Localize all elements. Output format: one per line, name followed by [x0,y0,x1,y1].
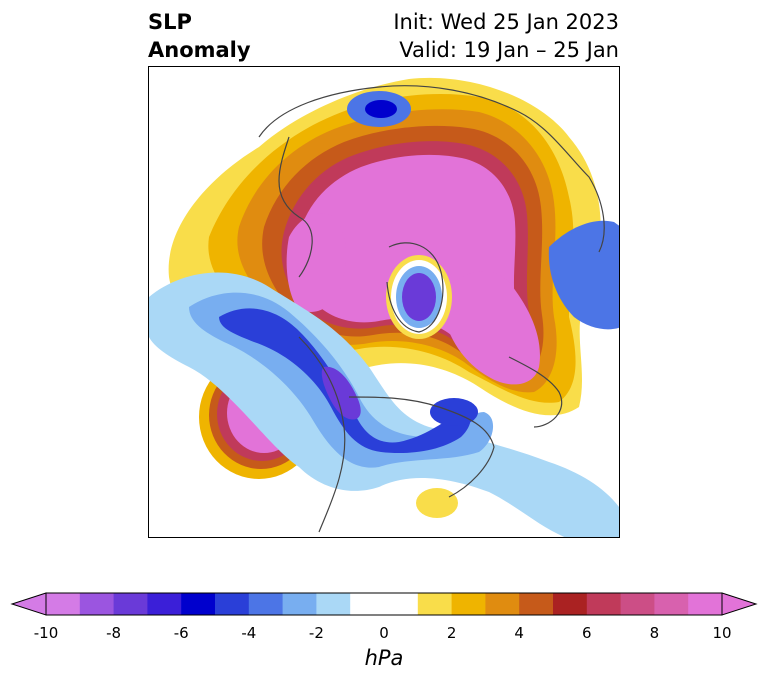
colorbar-tick-label: 10 [712,624,732,642]
coastline-greenland [386,242,444,333]
north-negative-core [365,100,397,118]
colorbar-swatch [485,593,520,615]
colorbar-swatch [79,593,115,615]
colorbar-swatch [553,593,588,615]
colorbar-swatch [451,593,486,615]
colorbar-tick-label: -2 [308,624,324,642]
colorbar-swatch [519,593,554,615]
positive-anomaly-east-lobe [443,271,540,385]
colorbar-tick-label: 4 [514,624,524,642]
positive-anomaly-west-lobe [286,213,346,312]
date-info: Init: Wed 25 Jan 2023 Valid: 19 Jan – 25… [393,8,619,64]
coastline-eurasia [258,85,605,253]
colorbar-swatch [215,593,250,615]
colorbar-swatch [316,593,351,615]
colorbar-tick-label: -6 [173,624,189,642]
colorbar-tick-label: 0 [379,624,389,642]
coastline-layer [258,85,605,533]
colorbar-swatch [384,593,419,615]
valid-range: Valid: 19 Jan – 25 Jan [399,38,619,62]
init-date: Init: Wed 25 Jan 2023 [393,10,619,34]
map-panel [148,66,620,538]
colorbar-swatches [46,593,723,615]
colorbar-swatch [282,593,317,615]
coastline-europe [278,136,313,278]
colorbar-swatch [147,593,182,615]
colorbar-right-extension [721,592,758,616]
small-positive-blob [416,488,458,518]
colorbar-swatch [688,593,723,615]
colorbar-swatch [654,593,689,615]
coastline-north-america [298,336,495,533]
colorbar-tick-label: 6 [582,624,592,642]
colorbar-tick-label: -8 [106,624,122,642]
colorbar-tick-label: 2 [446,624,457,642]
colorbar-swatch [248,593,284,615]
colorbar-unit-label: hPa [364,646,404,670]
title-line-2: Anomaly [148,38,251,62]
siberia-negative [548,220,619,330]
colorbar-swatch [620,593,655,615]
colorbar-swatch [417,593,453,615]
anomaly-fill-layer [149,77,619,537]
negative-anomaly-deep [219,308,471,454]
coastline-alaska [508,356,563,428]
colorbar-swatch [46,593,81,615]
chart-title: SLP Anomaly [148,8,251,64]
colorbar-left-extension [10,592,47,616]
colorbar-tick-label: 8 [649,624,660,642]
arctic-negative-core [402,273,436,321]
colorbar [10,592,758,616]
title-line-1: SLP [148,10,192,34]
slp-anomaly-map [149,77,619,537]
negative-anomaly-core [321,366,361,420]
colorbar-outline [45,592,723,616]
colorbar-swatch [181,593,216,615]
colorbar-tick-label: -4 [241,624,257,642]
colorbar-swatch [586,593,622,615]
colorbar-swatch [350,593,385,615]
colorbar-tick-label: -10 [33,624,59,642]
colorbar-swatch [113,593,148,615]
